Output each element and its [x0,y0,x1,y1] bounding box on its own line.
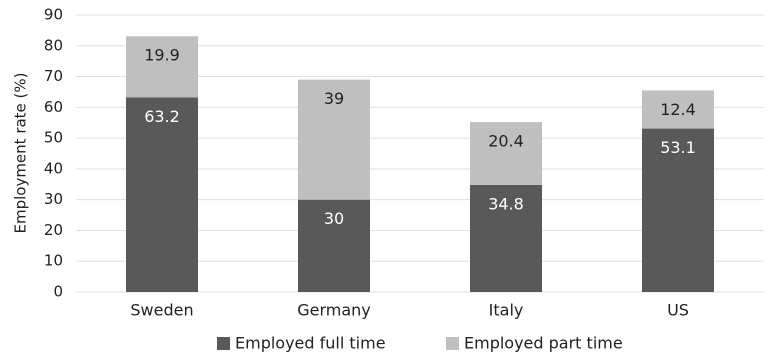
data-label: 12.4 [660,100,696,119]
data-label: 34.8 [488,194,524,213]
bar-segment-part-time [126,36,198,98]
legend-label: Employed full time [235,334,386,353]
data-label: 30 [324,209,344,228]
y-tick-label: 60 [44,98,63,116]
y-tick-label: 80 [44,36,63,54]
data-label: 53.1 [660,138,696,157]
data-labels: 63.2 19.9 30 39 34.8 20.4 53.1 12.4 [144,46,696,228]
y-axis-title: Employment rate (%) [12,72,30,233]
data-label: 39 [324,89,344,108]
bar-segment-part-time [298,79,370,200]
y-axis-ticks: 0 10 20 30 40 50 60 70 80 90 [44,6,63,301]
data-label: 20.4 [488,132,524,151]
legend: Employed full time Employed part time [217,334,623,353]
y-tick-label: 70 [44,67,63,85]
y-tick-label: 30 [44,190,63,208]
y-tick-label: 90 [44,6,63,24]
bar-segment-full-time [642,128,714,292]
y-tick-label: 40 [44,159,63,177]
bar-segment-full-time [298,199,370,292]
bar-segment-part-time [642,90,714,129]
data-label: 63.2 [144,107,180,126]
x-category-label: Sweden [130,301,193,320]
x-category-label: Italy [489,301,524,320]
bars [126,36,714,293]
y-tick-label: 50 [44,129,63,147]
bar-segment-part-time [470,122,542,185]
y-tick-label: 0 [53,283,63,301]
y-tick-label: 10 [44,252,63,270]
data-label: 19.9 [144,46,180,65]
x-category-label: Germany [297,301,371,320]
legend-swatch [446,337,459,350]
x-category-label: US [667,301,689,320]
x-axis-categories: Sweden Germany Italy US [130,301,689,320]
bar-segment-full-time [126,97,198,293]
legend-swatch [217,337,230,350]
legend-label: Employed part time [464,334,623,353]
bar-segment-full-time [470,184,542,292]
y-tick-label: 20 [44,221,63,239]
